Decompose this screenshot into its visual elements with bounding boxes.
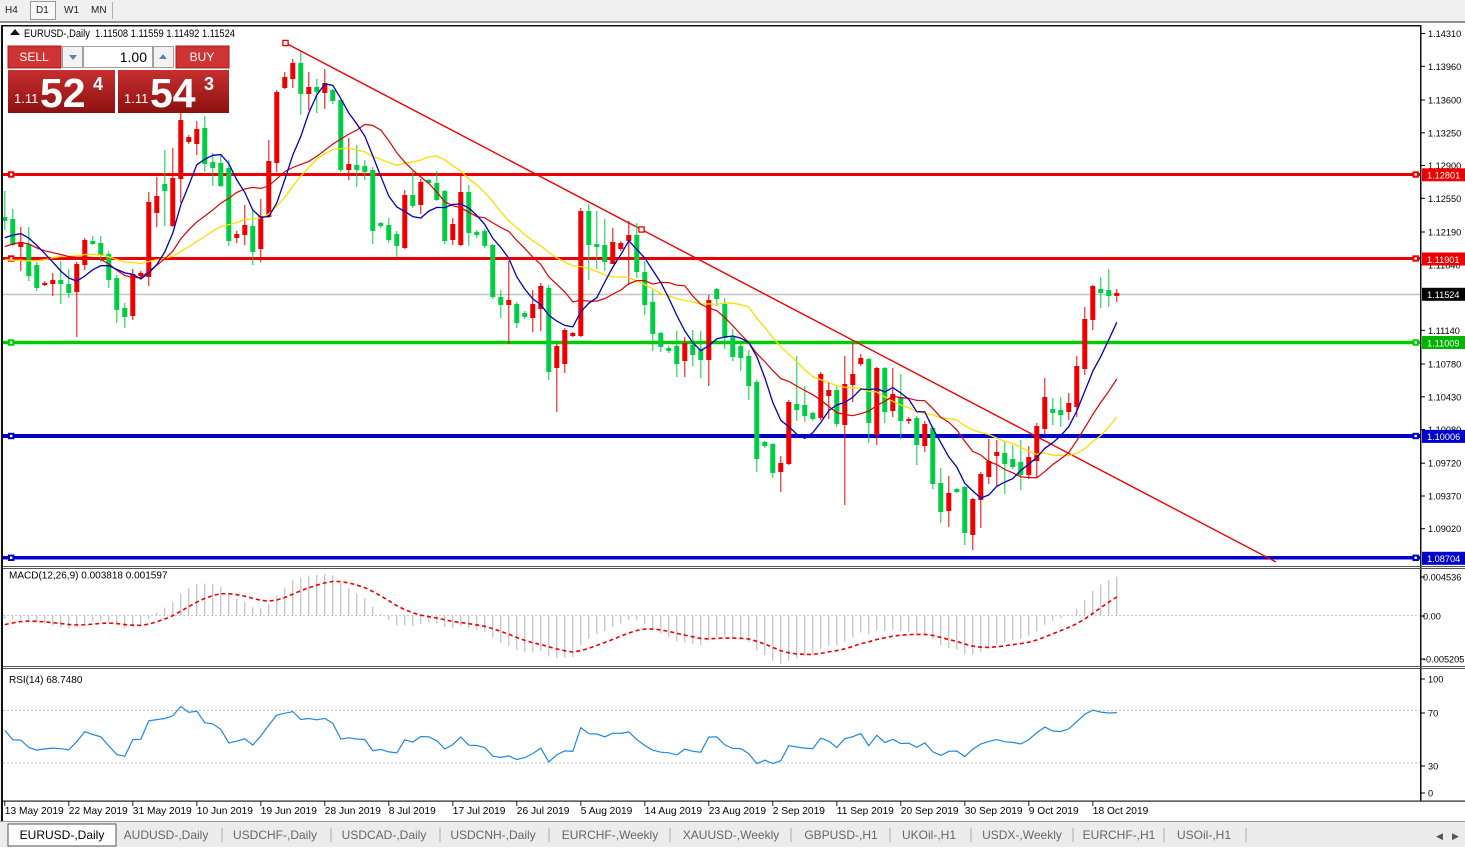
svg-text:▶: ▶ — [1452, 831, 1459, 841]
svg-text:1.13960: 1.13960 — [1428, 62, 1461, 72]
svg-text:1.13600: 1.13600 — [1428, 96, 1461, 106]
svg-text:13 May 2019: 13 May 2019 — [5, 806, 64, 817]
svg-text:14 Aug 2019: 14 Aug 2019 — [645, 806, 703, 817]
svg-text:1.11901: 1.11901 — [1427, 255, 1460, 265]
svg-text:-0.005205: -0.005205 — [1423, 655, 1464, 665]
svg-text:17 Jul 2019: 17 Jul 2019 — [453, 806, 506, 817]
svg-text:28 Jun 2019: 28 Jun 2019 — [325, 806, 381, 817]
svg-text:0: 0 — [1428, 789, 1433, 799]
svg-text:26 Jul 2019: 26 Jul 2019 — [517, 806, 570, 817]
svg-text:USDX-,Weekly: USDX-,Weekly — [982, 828, 1062, 842]
svg-text:52: 52 — [40, 70, 86, 116]
svg-text:22 May 2019: 22 May 2019 — [69, 806, 128, 817]
svg-text:1.08704: 1.08704 — [1427, 554, 1460, 564]
svg-text:30 Sep 2019: 30 Sep 2019 — [965, 806, 1023, 817]
svg-text:8 Jul 2019: 8 Jul 2019 — [389, 806, 436, 817]
svg-text:RSI(14) 68.7480: RSI(14) 68.7480 — [9, 675, 83, 686]
svg-text:100: 100 — [1428, 675, 1443, 685]
svg-text:1.11: 1.11 — [14, 91, 38, 106]
svg-text:1.00: 1.00 — [120, 49, 147, 65]
svg-text:9 Oct 2019: 9 Oct 2019 — [1029, 806, 1079, 817]
svg-text:XAUUSD-,Weekly: XAUUSD-,Weekly — [683, 828, 779, 842]
svg-text:EURUSD-,Daily 1.11508 1.11559: EURUSD-,Daily 1.11508 1.11559 1.11492 1.… — [24, 28, 235, 40]
svg-text:0.004536: 0.004536 — [1423, 573, 1461, 583]
svg-text:3: 3 — [204, 74, 214, 94]
svg-text:◀: ◀ — [1436, 831, 1443, 841]
svg-text:USDCHF-,Daily: USDCHF-,Daily — [233, 828, 317, 842]
svg-text:1.14310: 1.14310 — [1428, 29, 1461, 39]
svg-text:1.11009: 1.11009 — [1427, 338, 1460, 348]
svg-text:USDCNH-,Daily: USDCNH-,Daily — [450, 828, 535, 842]
svg-text:31 May 2019: 31 May 2019 — [133, 806, 192, 817]
svg-text:UKOil-,H1: UKOil-,H1 — [902, 828, 956, 842]
svg-text:BUY: BUY — [190, 50, 215, 64]
svg-text:1.09720: 1.09720 — [1428, 459, 1461, 469]
svg-text:USDCAD-,Daily: USDCAD-,Daily — [342, 828, 427, 842]
svg-text:MN: MN — [91, 5, 107, 16]
svg-text:MACD(12,26,9) 0.003818 0.00159: MACD(12,26,9) 0.003818 0.001597 — [9, 571, 168, 582]
svg-text:D1: D1 — [36, 5, 49, 16]
svg-text:0.00: 0.00 — [1423, 612, 1441, 622]
svg-text:1.10430: 1.10430 — [1428, 392, 1461, 402]
svg-text:USOil-,H1: USOil-,H1 — [1177, 828, 1231, 842]
svg-text:1.12550: 1.12550 — [1428, 194, 1461, 204]
svg-text:23 Aug 2019: 23 Aug 2019 — [709, 806, 767, 817]
svg-text:H4: H4 — [5, 5, 18, 16]
svg-text:1.10006: 1.10006 — [1427, 432, 1460, 442]
svg-text:1.09370: 1.09370 — [1428, 492, 1461, 502]
svg-text:EURCHF-,H1: EURCHF-,H1 — [1083, 828, 1156, 842]
svg-text:10 Jun 2019: 10 Jun 2019 — [197, 806, 253, 817]
svg-text:EURCHF-,Weekly: EURCHF-,Weekly — [562, 828, 658, 842]
svg-text:4: 4 — [93, 74, 103, 94]
svg-text:1.10780: 1.10780 — [1428, 360, 1461, 370]
svg-text:54: 54 — [150, 70, 196, 116]
svg-text:1.12190: 1.12190 — [1428, 228, 1461, 238]
svg-text:2 Sep 2019: 2 Sep 2019 — [773, 806, 825, 817]
svg-text:5 Aug 2019: 5 Aug 2019 — [581, 806, 633, 817]
svg-text:EURUSD-,Daily: EURUSD-,Daily — [20, 828, 105, 842]
svg-text:1.11140: 1.11140 — [1428, 326, 1460, 336]
svg-text:70: 70 — [1428, 709, 1438, 719]
svg-text:W1: W1 — [64, 5, 79, 16]
svg-text:1.09020: 1.09020 — [1428, 524, 1461, 534]
svg-text:1.11524: 1.11524 — [1427, 290, 1460, 300]
svg-text:30: 30 — [1428, 762, 1438, 772]
svg-text:AUDUSD-,Daily: AUDUSD-,Daily — [124, 828, 209, 842]
svg-text:19 Jun 2019: 19 Jun 2019 — [261, 806, 317, 817]
svg-text:1.12900: 1.12900 — [1428, 161, 1461, 171]
svg-text:GBPUSD-,H1: GBPUSD-,H1 — [804, 828, 878, 842]
svg-text:1.11: 1.11 — [124, 91, 148, 106]
svg-text:18 Oct 2019: 18 Oct 2019 — [1093, 806, 1149, 817]
svg-text:SELL: SELL — [19, 50, 49, 64]
svg-text:11 Sep 2019: 11 Sep 2019 — [837, 806, 894, 817]
svg-text:1.13250: 1.13250 — [1428, 128, 1461, 138]
svg-text:1.12801: 1.12801 — [1427, 171, 1460, 181]
svg-text:20 Sep 2019: 20 Sep 2019 — [901, 806, 959, 817]
